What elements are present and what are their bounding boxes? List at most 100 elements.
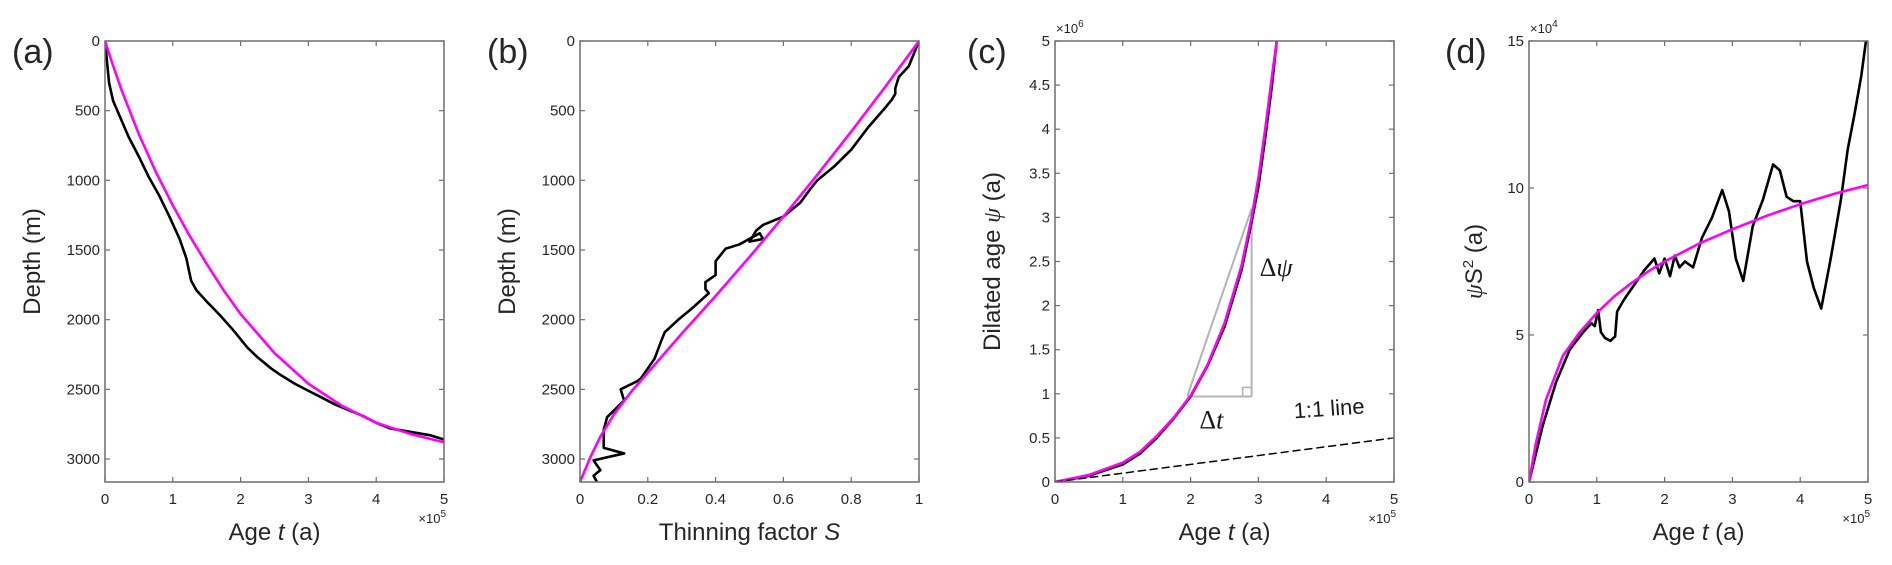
x-tick-label: 3	[1254, 491, 1262, 508]
multiplier-base: ×10	[1368, 511, 1390, 526]
x-label-unit: (a)	[285, 519, 321, 546]
x-label-variable: t	[278, 519, 286, 546]
series-data-line	[592, 41, 919, 482]
delta-t-label: Δt	[1199, 405, 1224, 434]
y-tick-label: 500	[75, 103, 100, 120]
x-tick-label: 5	[440, 491, 448, 508]
y-tick-label: 0	[1042, 474, 1050, 491]
x-tick-label: 5	[1864, 491, 1872, 508]
y-axis-label: Depth (m)	[19, 208, 46, 315]
delta-symbol: Δ	[1199, 405, 1216, 434]
plot-area	[580, 41, 919, 482]
series-fit-line	[105, 41, 444, 444]
x-tick-label: 2	[236, 491, 244, 508]
x-label-text: Age	[1178, 519, 1227, 546]
x-tick-label: 0	[101, 491, 109, 508]
y-tick-label: 5	[1042, 33, 1050, 50]
series-fit-line	[580, 41, 919, 482]
x-tick-label: 1	[1119, 491, 1127, 508]
y-multiplier-label: ×106	[1056, 19, 1084, 36]
y-axis-label: Depth (m)	[494, 208, 521, 315]
y-tick-label: 3	[1042, 209, 1050, 226]
y-tick-label: 4	[1042, 121, 1050, 138]
x-axis-label: Age t (a)	[1652, 519, 1744, 546]
y-label-s: S	[1461, 268, 1488, 284]
x-label-text: Age	[228, 519, 277, 546]
y-tick-label: 1	[1042, 386, 1050, 403]
multiplier-base: ×10	[1530, 21, 1552, 36]
y-tick-label: 2.5	[1029, 254, 1050, 271]
x-label-variable: S	[824, 519, 840, 546]
y-tick-label: 2500	[542, 381, 575, 398]
multiplier-base: ×10	[418, 511, 440, 526]
x-tick-label: 4	[1322, 491, 1330, 508]
x-label-variable: t	[1228, 519, 1236, 546]
panel-label: (a)	[12, 33, 54, 71]
x-tick-label: 2	[1186, 491, 1194, 508]
multiplier-base: ×10	[1842, 511, 1864, 526]
multiplier-exponent: 5	[440, 509, 446, 520]
tangent-line	[1186, 208, 1253, 397]
multiplier-exponent: 5	[1864, 509, 1870, 520]
axes-frame	[579, 40, 920, 483]
one-to-one-line-label: 1:1 line	[1293, 393, 1366, 423]
y-axis-label: ψS2 (a)	[1460, 224, 1488, 299]
axes-frame	[104, 40, 445, 483]
panel-a: 0 1 2 3 4 5 0 500 1000 1500 2000 2500 3000 ×105 Age t …	[12, 33, 448, 546]
x-label-text: Thinning factor	[659, 519, 824, 546]
panel-label: (b)	[487, 33, 529, 71]
y-tick-label: 0.5	[1029, 430, 1050, 447]
y-tick-label: 2500	[67, 381, 100, 398]
x-tick-label: 4	[1796, 491, 1804, 508]
delta-psi-variable: ψ	[1276, 253, 1293, 282]
y-tick-label: 15	[1507, 33, 1524, 50]
x-tick-label: 0	[1051, 491, 1059, 508]
panel-b: 0 0.2 0.4 0.6 0.8 1 0 500 1000 1500 2000 2500 3000 Th…	[487, 33, 923, 546]
y-tick-label: 4.5	[1029, 77, 1050, 94]
x-tick-label: 1	[1593, 491, 1601, 508]
multiplier-exponent: 6	[1078, 19, 1084, 30]
y-multiplier-label: ×104	[1530, 19, 1558, 36]
y-tick-label: 1000	[67, 172, 100, 189]
x-tick-label: 2	[1660, 491, 1668, 508]
y-tick-label: 2000	[542, 312, 575, 329]
x-tick-label: 3	[304, 491, 312, 508]
right-angle-marker	[1241, 386, 1252, 397]
y-tick-label: 0	[1516, 474, 1524, 491]
delta-t-variable: t	[1216, 405, 1224, 434]
y-tick-label: 1500	[67, 242, 100, 259]
y-tick-label: 0	[92, 33, 100, 50]
x-axis-label: Age t (a)	[1178, 519, 1270, 546]
delta-symbol: Δ	[1260, 253, 1277, 282]
y-tick-label: 10	[1507, 180, 1524, 197]
multiplier-exponent: 4	[1552, 19, 1558, 30]
plot-area	[105, 41, 444, 444]
x-tick-label: 5	[1390, 491, 1398, 508]
series-data-line	[1529, 41, 1868, 482]
x-tick-label: 0.8	[841, 491, 862, 508]
y-tick-label: 0	[567, 33, 575, 50]
y-tick-label: 2	[1042, 298, 1050, 315]
x-tick-label: 1	[169, 491, 177, 508]
x-label-text: Age	[1652, 519, 1701, 546]
series-fit-line	[1055, 41, 1279, 482]
y-tick-label: 2000	[67, 312, 100, 329]
y-tick-label: 500	[550, 103, 575, 120]
x-multiplier-label: ×105	[1368, 509, 1396, 526]
y-label-unit: (a)	[979, 172, 1006, 208]
panel-label: (d)	[1445, 33, 1487, 71]
y-label-variable: ψ	[980, 207, 1006, 223]
x-tick-label: 0.2	[637, 491, 658, 508]
y-label-unit: (a)	[1461, 224, 1488, 260]
y-tick-label: 5	[1516, 327, 1524, 344]
x-multiplier-label: ×105	[418, 509, 446, 526]
y-label-variable: ψ	[1462, 283, 1488, 299]
y-tick-label: 3000	[542, 451, 575, 468]
multiplier-exponent: 5	[1390, 509, 1396, 520]
x-tick-label: 0	[576, 491, 584, 508]
y-tick-label: 1500	[542, 242, 575, 259]
x-label-variable: t	[1702, 519, 1710, 546]
